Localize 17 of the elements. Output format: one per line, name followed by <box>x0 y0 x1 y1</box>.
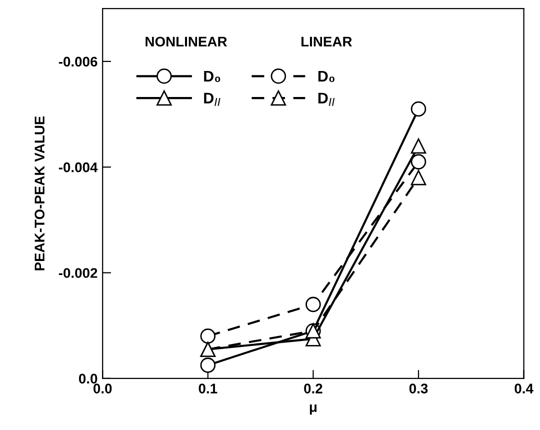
x-tick-label: 0.4 <box>514 384 534 394</box>
x-tick-label: 0.0 <box>93 384 112 394</box>
annotation: NONLINEAR <box>146 36 227 47</box>
x-tick-label: 0.2 <box>304 384 322 394</box>
x-tick-label: 0.1 <box>198 384 218 394</box>
legend-label: D$_{II}$ <box>318 92 335 106</box>
y-tick-label: -0.006 <box>58 56 98 67</box>
y-tick-label: -0.002 <box>58 268 98 278</box>
y-tick-label: -0.004 <box>58 162 98 172</box>
legend-label: D$_{II}$ <box>204 92 220 106</box>
legend-label: D₀ <box>204 70 220 82</box>
y-axis-title: PEAK-TO-PEAK VALUE <box>34 116 45 270</box>
x-axis-title: μ <box>310 404 317 415</box>
x-tick-label: 0.3 <box>409 384 428 394</box>
legend-label: D₀ <box>318 70 334 82</box>
annotation: LINEAR <box>301 36 352 46</box>
y-tick-label: 0.0 <box>78 374 98 384</box>
